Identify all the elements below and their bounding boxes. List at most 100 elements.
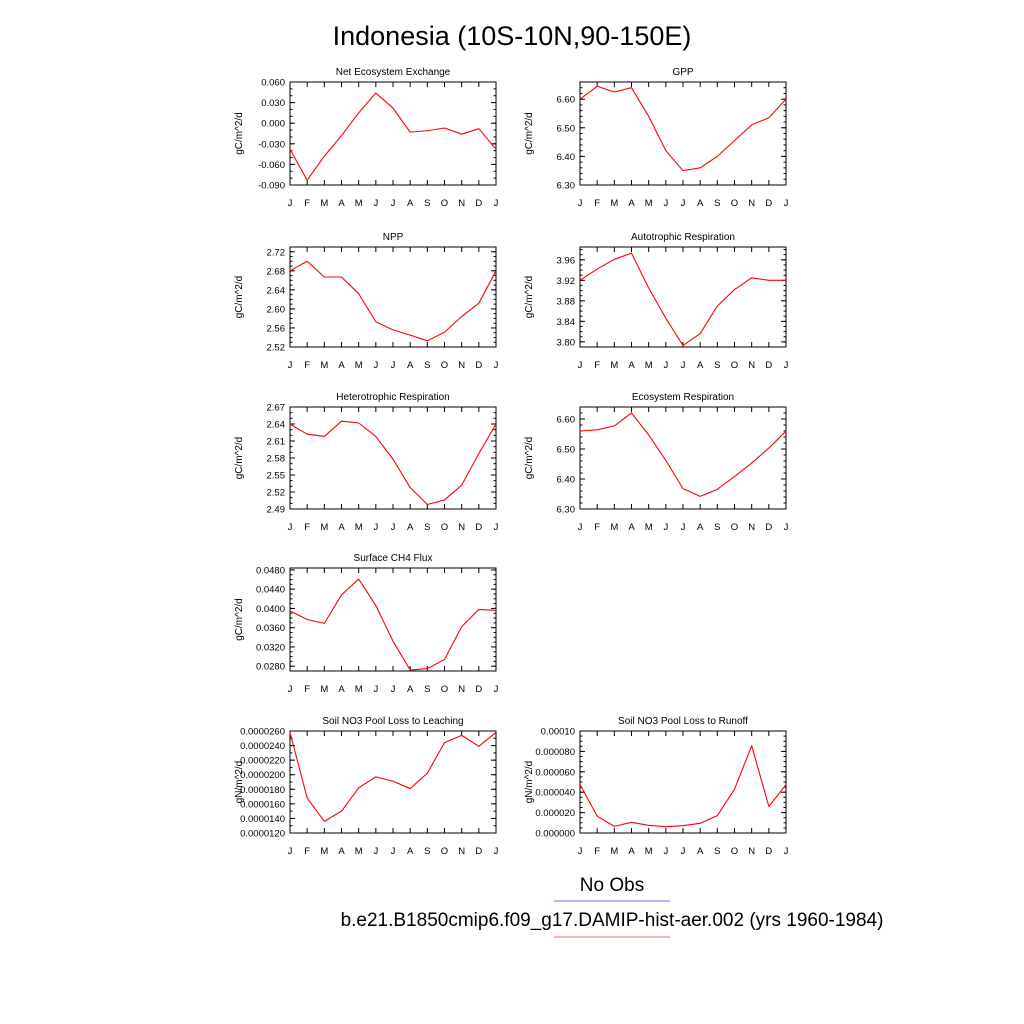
y-tick-label: 0.0000140 [240,814,285,825]
y-tick-label: 0.0000160 [240,799,285,810]
x-tick-label: F [304,846,310,857]
panel-title: Surface CH4 Flux [354,553,433,564]
x-tick-label: N [458,360,465,371]
x-tick-label: O [441,522,448,533]
y-tick-label: 0.0000200 [240,770,285,781]
y-axis-label: gC/m^2/d [234,437,245,480]
y-tick-label: 0.0400 [256,604,285,615]
x-tick-label: N [748,846,755,857]
x-tick-label: J [391,684,396,695]
plot-frame [579,406,787,510]
x-tick-label: M [610,198,618,209]
x-tick-label: J [391,522,396,533]
y-tick-label: 6.50 [557,445,576,456]
plot-frame [289,246,497,348]
x-tick-label: F [304,522,310,533]
series-line [289,420,497,506]
x-tick-label: A [697,198,704,209]
x-tick-label: J [288,684,293,695]
y-tick-label: 2.55 [267,471,286,482]
x-tick-label: M [320,198,328,209]
x-tick-label: J [681,198,686,209]
x-tick-label: S [424,846,430,857]
x-tick-label: A [628,198,635,209]
y-tick-label: 3.80 [557,337,576,348]
x-tick-label: M [355,684,363,695]
x-tick-label: D [475,360,482,371]
y-tick-label: 0.000060 [535,767,575,778]
x-tick-label: D [475,684,482,695]
x-tick-label: F [594,198,600,209]
y-tick-label: 2.72 [267,247,286,258]
y-axis-label: gC/m^2/d [524,437,535,480]
x-tick-label: S [424,522,430,533]
x-tick-label: D [765,522,772,533]
x-tick-label: J [784,846,789,857]
x-tick-label: A [628,360,635,371]
plot-frame [289,730,497,834]
y-tick-label: 6.60 [557,95,576,106]
x-tick-label: M [645,846,653,857]
x-tick-label: M [355,198,363,209]
x-tick-label: S [714,198,720,209]
plot-frame [579,81,787,186]
panel-title: Net Ecosystem Exchange [336,67,451,78]
y-tick-label: -0.090 [258,181,285,192]
y-tick-label: 0.000 [261,119,285,130]
y-tick-label: 0.0320 [256,642,285,653]
x-tick-label: J [578,360,583,371]
x-tick-label: J [663,846,668,857]
y-tick-label: 0.000000 [535,829,575,840]
x-tick-label: M [320,522,328,533]
y-tick-label: 0.0440 [256,585,285,596]
x-tick-label: A [407,522,414,533]
x-tick-label: M [320,360,328,371]
x-tick-label: D [475,198,482,209]
x-tick-label: A [338,522,345,533]
y-tick-label: 0.0000120 [240,829,285,840]
x-tick-label: M [610,360,618,371]
x-tick-label: J [288,522,293,533]
x-tick-label: M [355,846,363,857]
x-tick-label: J [391,846,396,857]
y-tick-label: 2.67 [267,403,286,414]
y-tick-label: 0.000020 [535,808,575,819]
x-tick-label: A [697,360,704,371]
x-tick-label: J [288,360,293,371]
series-line [289,260,497,342]
y-tick-label: 2.58 [267,454,286,465]
y-tick-label: 6.30 [557,505,576,516]
x-tick-label: J [578,846,583,857]
y-tick-label: 6.50 [557,123,576,134]
y-axis-label: gC/m^2/d [234,598,245,641]
y-tick-label: 6.40 [557,475,576,486]
x-tick-label: J [494,360,499,371]
plot-frame [579,246,787,348]
x-tick-label: M [355,522,363,533]
x-tick-label: J [784,360,789,371]
x-tick-label: A [628,522,635,533]
x-tick-label: O [441,360,448,371]
x-tick-label: F [304,684,310,695]
x-tick-label: A [407,846,414,857]
x-tick-label: J [784,198,789,209]
y-tick-label: 0.0000180 [240,785,285,796]
series-line [579,85,787,172]
x-tick-label: S [714,522,720,533]
y-tick-label: -0.030 [258,139,285,150]
x-tick-label: M [320,846,328,857]
y-axis-label: gC/m^2/d [234,276,245,319]
x-tick-label: M [645,522,653,533]
y-tick-label: 0.00010 [541,727,575,738]
y-tick-label: 0.0000260 [240,727,285,738]
series-line [289,732,497,822]
figure-title: Indonesia (10S-10N,90-150E) [333,21,692,51]
x-tick-label: O [731,522,738,533]
